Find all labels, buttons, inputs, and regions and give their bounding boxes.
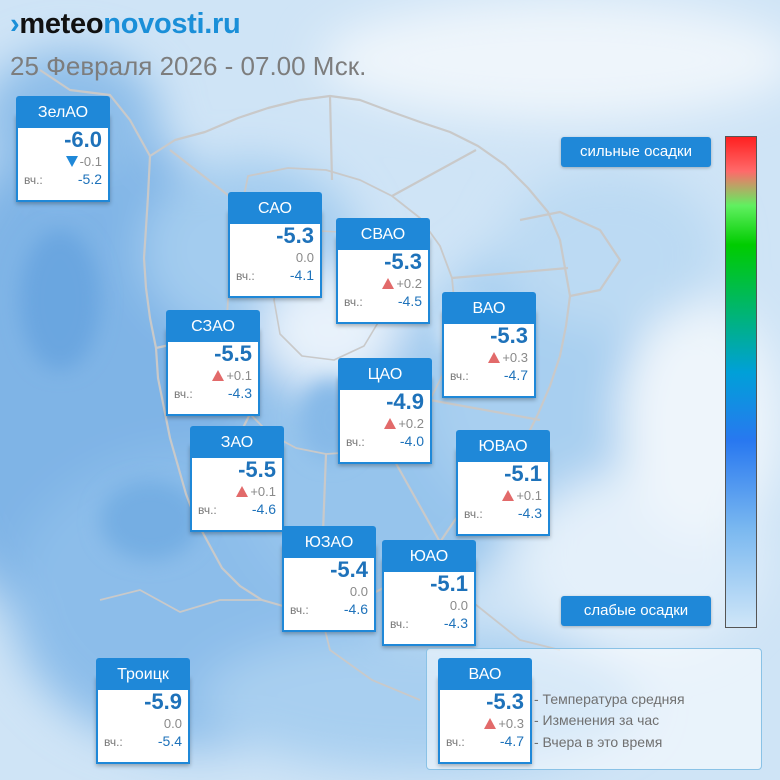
- district-name: ЗелАО: [16, 96, 110, 128]
- trend-up-icon: [502, 490, 515, 501]
- yesterday-temp: -4.0: [399, 433, 424, 449]
- trend-up-icon: [484, 718, 497, 729]
- trend-up-icon: [212, 370, 225, 381]
- district-temp: -5.3: [276, 223, 314, 248]
- district-change: 0.0: [349, 584, 368, 599]
- yesterday-temp: -4.3: [227, 385, 252, 401]
- district-change: +0.3: [484, 716, 524, 731]
- district-temp: -5.3: [490, 323, 528, 348]
- yesterday-label: вч.:: [290, 603, 309, 617]
- district-name: СВАО: [336, 218, 430, 250]
- district-name: ЗАО: [190, 426, 284, 458]
- yesterday-label: вч.:: [236, 269, 255, 283]
- district-card-yuvao[interactable]: ЮВАО -5.1 +0.1 вч.: -4.3: [456, 430, 550, 536]
- yesterday-label: вч.:: [104, 735, 123, 749]
- scale-top-label: сильные осадки: [561, 137, 711, 167]
- district-change: +0.1: [212, 368, 252, 383]
- yesterday-temp: -4.1: [289, 267, 314, 283]
- district-change: 0.0: [295, 250, 314, 265]
- district-name: ЦАО: [338, 358, 432, 390]
- district-card-zelao[interactable]: ЗелАО -6.0 -0.1 вч.: -5.2: [16, 96, 110, 202]
- district-card-sao[interactable]: САО -5.3 0.0 вч.: -4.1: [228, 192, 322, 298]
- yesterday-label: вч.:: [390, 617, 409, 631]
- district-card-vao[interactable]: ВАО -5.3 +0.3 вч.: -4.7: [442, 292, 536, 398]
- district-temp: -5.1: [430, 571, 468, 596]
- district-card-yuao[interactable]: ЮАО -5.1 0.0 вч.: -4.3: [382, 540, 476, 646]
- district-name: САО: [228, 192, 322, 224]
- district-card-yuzao[interactable]: ЮЗАО -5.4 0.0 вч.: -4.6: [282, 526, 376, 632]
- legend-desc-average: - Температура средняя: [534, 691, 685, 707]
- district-name: ВАО: [442, 292, 536, 324]
- district-temp: -5.3: [486, 689, 524, 714]
- district-temp: -4.9: [386, 389, 424, 414]
- yesterday-label: вч.:: [346, 435, 365, 449]
- district-temp: -5.5: [238, 457, 276, 482]
- precipitation-scale: [725, 136, 757, 628]
- yesterday-label: вч.:: [174, 387, 193, 401]
- yesterday-label: вч.:: [450, 369, 469, 383]
- yesterday-temp: -4.5: [397, 293, 422, 309]
- yesterday-label: вч.:: [446, 735, 465, 749]
- legend-desc-yesterday: - Вчера в это время: [534, 734, 663, 750]
- district-card-cao[interactable]: ЦАО -4.9 +0.2 вч.: -4.0: [338, 358, 432, 464]
- trend-up-icon: [382, 278, 395, 289]
- district-change: 0.0: [449, 598, 468, 613]
- scale-bottom-label: слабые осадки: [561, 596, 711, 626]
- trend-down-icon: [65, 156, 78, 167]
- district-card-szao[interactable]: СЗАО -5.5 +0.1 вч.: -4.3: [166, 310, 260, 416]
- logo-prefix: meteo: [19, 8, 104, 40]
- district-change: -0.1: [65, 154, 102, 169]
- district-card-zao[interactable]: ЗАО -5.5 +0.1 вч.: -4.6: [190, 426, 284, 532]
- yesterday-label: вч.:: [24, 173, 43, 187]
- district-change: +0.2: [382, 276, 422, 291]
- yesterday-label: вч.:: [198, 503, 217, 517]
- district-change: +0.1: [236, 484, 276, 499]
- forecast-date: 25 Февраля 2026 - 07.00 Мск.: [10, 51, 367, 81]
- yesterday-temp: -4.3: [443, 615, 468, 631]
- district-change: +0.1: [502, 488, 542, 503]
- district-temp: -5.1: [504, 461, 542, 486]
- district-name: СЗАО: [166, 310, 260, 342]
- district-card-svao[interactable]: СВАО -5.3 +0.2 вч.: -4.5: [336, 218, 430, 324]
- district-name: ЮЗАО: [282, 526, 376, 558]
- district-temp: -6.0: [64, 127, 102, 152]
- logo-suffix: novosti.ru: [103, 8, 241, 40]
- district-name: Троицк: [96, 658, 190, 690]
- district-change: +0.2: [384, 416, 424, 431]
- yesterday-temp: -4.6: [251, 501, 276, 517]
- yesterday-temp: -4.6: [343, 601, 368, 617]
- district-temp: -5.4: [330, 557, 368, 582]
- site-logo[interactable]: ›meteonovosti.ru: [10, 6, 241, 42]
- district-temp: -5.5: [214, 341, 252, 366]
- yesterday-temp: -5.2: [77, 171, 102, 187]
- yesterday-temp: -4.7: [499, 733, 524, 749]
- yesterday-temp: -5.4: [157, 733, 182, 749]
- trend-up-icon: [236, 486, 249, 497]
- district-name: ЮАО: [382, 540, 476, 572]
- district-change: 0.0: [163, 716, 182, 731]
- district-temp: -5.3: [384, 249, 422, 274]
- district-card-troitsk[interactable]: Троицк -5.9 0.0 вч.: -5.4: [96, 658, 190, 764]
- district-change: +0.3: [488, 350, 528, 365]
- yesterday-label: вч.:: [344, 295, 363, 309]
- legend-sample-card: ВАО -5.3 +0.3 вч.: -4.7: [438, 658, 532, 764]
- district-name: ЮВАО: [456, 430, 550, 462]
- district-temp: -5.9: [144, 689, 182, 714]
- logo-mark-icon: ›: [10, 8, 20, 40]
- trend-up-icon: [488, 352, 501, 363]
- yesterday-temp: -4.3: [517, 505, 542, 521]
- district-name: ВАО: [438, 658, 532, 690]
- trend-up-icon: [384, 418, 397, 429]
- yesterday-label: вч.:: [464, 507, 483, 521]
- yesterday-temp: -4.7: [503, 367, 528, 383]
- legend-desc-change: - Изменения за час: [534, 712, 660, 728]
